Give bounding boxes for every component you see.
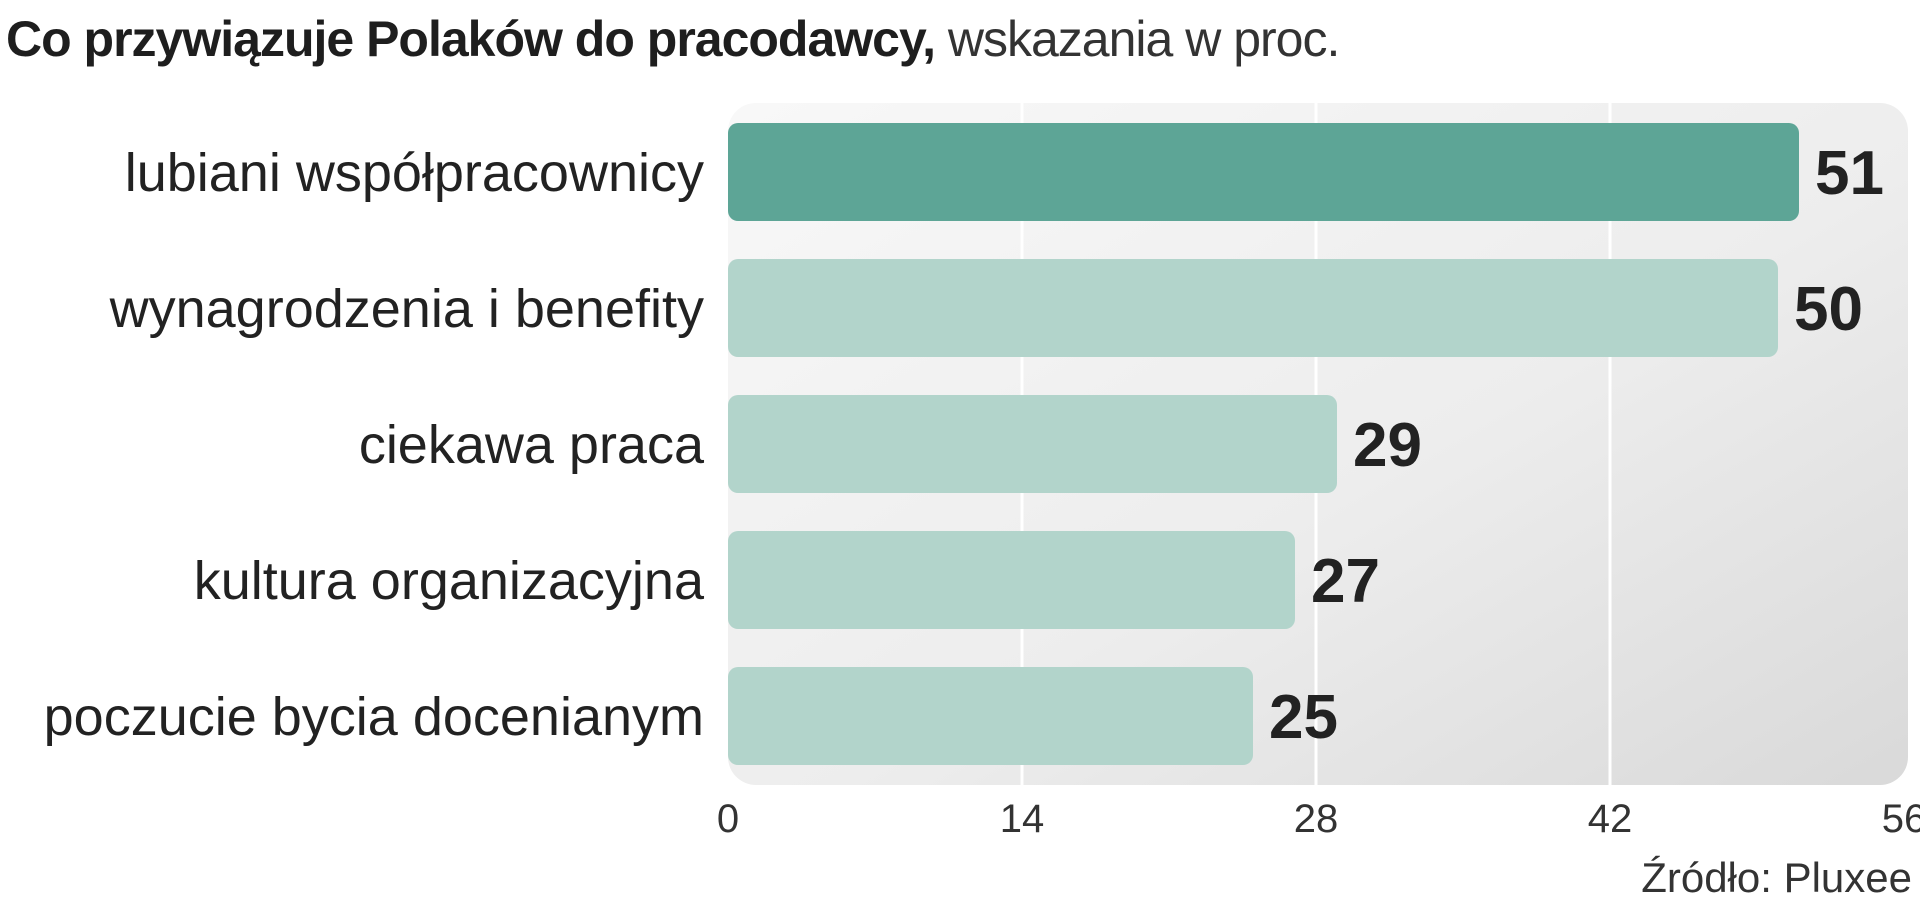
category-label: ciekawa praca (359, 415, 705, 475)
x-tick-label: 0 (717, 797, 739, 841)
x-axis-tick-labels: 0 14 28 42 56 (717, 797, 1920, 841)
value-label: 50 (1794, 275, 1863, 344)
category-label: wynagrodzenia i benefity (109, 279, 704, 339)
value-label: 29 (1353, 411, 1422, 480)
bar (728, 259, 1778, 357)
bar (728, 531, 1295, 629)
bars (728, 123, 1799, 765)
value-label: 25 (1269, 683, 1338, 752)
x-tick-label: 28 (1294, 797, 1339, 841)
value-label: 51 (1815, 139, 1884, 208)
bar (728, 123, 1799, 221)
chart-subtitle: wskazania w proc. (947, 11, 1340, 67)
bar (728, 667, 1253, 765)
chart-title: Co przywiązuje Polaków do pracodawcy, ws… (6, 4, 1340, 74)
bar (728, 395, 1337, 493)
value-label: 27 (1311, 547, 1380, 616)
value-labels: 51 50 29 27 25 (1269, 139, 1884, 752)
x-tick-label: 14 (1000, 797, 1045, 841)
category-label: kultura organizacyjna (194, 551, 705, 611)
category-labels: lubiani współpracownicy wynagrodzenia i b… (44, 143, 705, 747)
chart-title-bold: Co przywiązuje Polaków do pracodawcy, (6, 11, 936, 67)
category-label: poczucie bycia docenianym (44, 687, 704, 747)
category-label: lubiani współpracownicy (125, 143, 704, 203)
x-tick-label: 42 (1588, 797, 1633, 841)
x-tick-label: 56 (1882, 797, 1920, 841)
source-note: Źródło: Pluxee (1641, 854, 1912, 901)
